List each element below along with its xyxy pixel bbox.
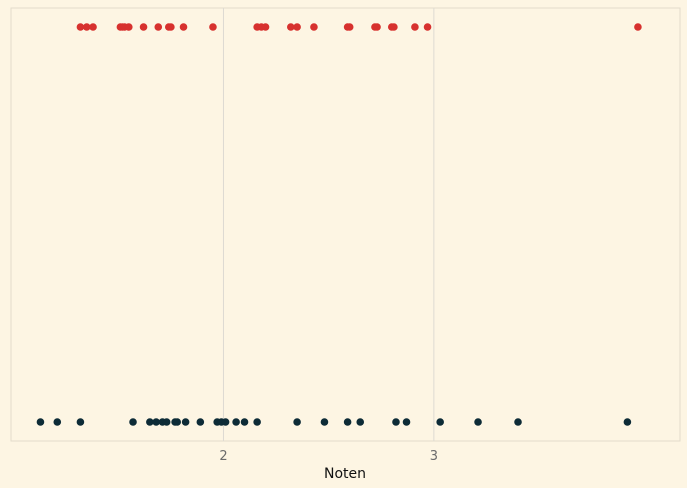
data-point <box>181 418 190 426</box>
data-point <box>196 418 205 426</box>
data-points <box>36 23 642 426</box>
data-point <box>345 23 354 31</box>
data-point <box>89 23 97 31</box>
series-bottom <box>36 418 632 426</box>
data-point <box>514 418 522 426</box>
x-axis-title: Noten <box>324 466 366 482</box>
data-point <box>293 418 301 426</box>
data-point <box>179 23 188 31</box>
data-point <box>76 23 85 31</box>
data-point <box>129 418 137 426</box>
data-point <box>261 23 270 31</box>
data-point <box>474 418 482 426</box>
data-point <box>343 418 352 426</box>
data-point <box>411 23 419 31</box>
data-point <box>287 23 295 31</box>
data-point <box>373 23 381 31</box>
data-point <box>209 23 217 31</box>
data-point <box>623 418 632 426</box>
data-point <box>232 418 240 426</box>
data-point <box>402 418 411 426</box>
x-tick-label: 3 <box>430 449 438 464</box>
data-point <box>125 23 133 31</box>
plot-area <box>10 7 681 442</box>
data-point <box>146 418 154 426</box>
data-point <box>436 418 444 426</box>
data-point <box>392 418 400 426</box>
data-point <box>36 418 45 426</box>
data-point <box>53 418 62 426</box>
data-point <box>167 23 175 31</box>
data-point <box>152 418 160 426</box>
data-point <box>320 418 329 426</box>
data-point <box>310 23 318 31</box>
data-point <box>390 23 398 31</box>
data-point <box>173 418 181 426</box>
gridlines <box>222 8 435 441</box>
data-point <box>76 418 85 426</box>
data-point <box>356 418 365 426</box>
data-point <box>634 23 642 31</box>
data-point <box>221 418 230 426</box>
data-point <box>82 23 91 31</box>
data-point <box>154 23 163 31</box>
data-point <box>139 23 148 31</box>
data-point <box>253 418 261 426</box>
x-tick-label: 2 <box>219 449 227 464</box>
data-point <box>240 418 249 426</box>
data-point <box>293 23 301 31</box>
data-point <box>423 23 432 31</box>
data-point <box>162 418 171 426</box>
series-top <box>76 23 642 31</box>
